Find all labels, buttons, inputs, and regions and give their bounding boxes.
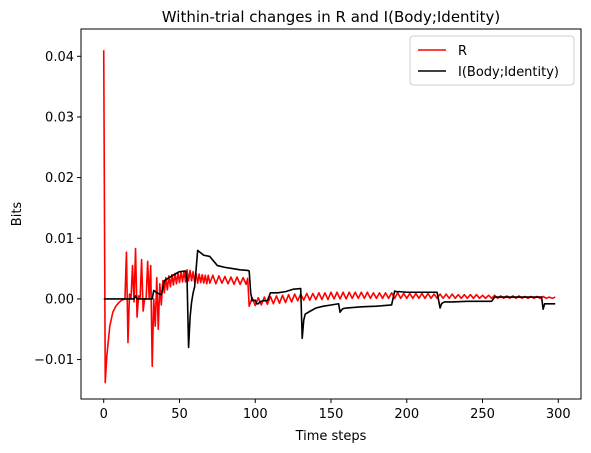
x-tick-label: 200 xyxy=(394,407,419,422)
x-tick-label: 300 xyxy=(546,407,571,422)
x-tick-label: 50 xyxy=(171,407,188,422)
y-axis-label: Bits xyxy=(10,202,25,227)
y-tick-label: 0.01 xyxy=(45,232,74,247)
legend-box xyxy=(409,35,575,86)
y-tick-label: 0.02 xyxy=(45,171,74,186)
series-line-i-body-identity xyxy=(103,249,556,349)
y-tick-label: −0.01 xyxy=(34,353,74,368)
series-layer xyxy=(102,50,556,384)
series-line-r xyxy=(102,50,556,384)
x-tick-label: 150 xyxy=(319,407,344,422)
chart-title: Within-trial changes in R and I(Body;Ide… xyxy=(162,8,500,26)
legend-label-r: R xyxy=(458,44,467,59)
y-tick-label: 0.00 xyxy=(45,292,74,307)
legend: R I(Body;Identity) xyxy=(409,35,575,86)
x-axis: 0 50 100 150 200 250 300 xyxy=(100,399,571,422)
y-tick-label: 0.03 xyxy=(45,110,74,125)
y-tick-label: 0.04 xyxy=(45,50,74,65)
legend-label-i-body-identity: I(Body;Identity) xyxy=(458,65,559,80)
x-tick-label: 0 xyxy=(100,407,108,422)
x-tick-label: 250 xyxy=(470,407,495,422)
x-tick-label: 100 xyxy=(243,407,268,422)
y-axis: −0.01 0.00 0.01 0.02 0.03 0.04 xyxy=(34,50,81,368)
x-axis-label: Time steps xyxy=(295,429,367,444)
